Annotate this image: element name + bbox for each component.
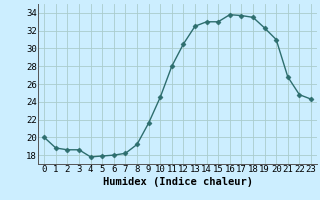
- X-axis label: Humidex (Indice chaleur): Humidex (Indice chaleur): [103, 177, 252, 187]
